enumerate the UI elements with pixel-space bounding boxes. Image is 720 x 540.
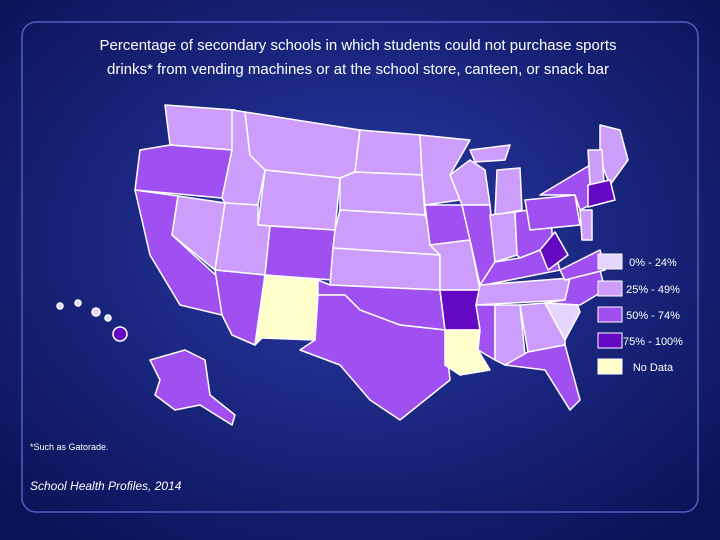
title-line: drinks* from vending machines or at the … xyxy=(107,61,609,78)
state-shape xyxy=(504,344,581,411)
state-shape xyxy=(469,144,511,163)
state-shape xyxy=(214,269,266,346)
us-map xyxy=(56,104,629,426)
legend-label: 25% - 49% xyxy=(626,284,680,296)
state-shape xyxy=(587,149,605,186)
state-shape xyxy=(539,231,569,271)
state-shape xyxy=(524,194,581,231)
legend-swatch xyxy=(597,306,623,323)
state-shape xyxy=(489,211,518,263)
state-shape xyxy=(299,294,451,421)
legend-label: 75% - 100% xyxy=(623,336,683,348)
state-shape xyxy=(164,104,236,151)
legend: 0% - 24% 25% - 49% 50% - 74% 75% - 100% No D… xyxy=(597,253,683,375)
state-shape xyxy=(74,299,82,307)
state-shape xyxy=(519,302,566,353)
legend-swatch xyxy=(597,253,623,270)
state-shape xyxy=(354,129,423,176)
state-shape xyxy=(494,167,523,216)
state-shape xyxy=(56,302,64,310)
state-shape xyxy=(332,209,441,256)
title-line: Percentage of secondary schools in which… xyxy=(100,37,617,54)
legend-label: 0% - 24% xyxy=(629,257,677,269)
state-shape xyxy=(264,225,336,281)
state-shape xyxy=(475,304,496,361)
state-shape xyxy=(149,349,236,426)
state-shape xyxy=(134,144,233,199)
legend-swatch xyxy=(597,332,623,349)
state-shape xyxy=(91,307,101,317)
state-shape xyxy=(579,209,593,241)
state-shape xyxy=(587,179,616,208)
footnote: *Such as Gatorade. xyxy=(30,442,109,452)
legend-swatch xyxy=(597,358,623,375)
panel-border xyxy=(21,21,699,513)
state-shape xyxy=(104,314,112,322)
state-shape xyxy=(112,326,128,342)
state-shape xyxy=(339,171,426,216)
legend-label: 50% - 74% xyxy=(626,310,680,322)
source: School Health Profiles, 2014 xyxy=(30,479,182,493)
state-shape xyxy=(257,169,341,231)
legend-label: No Data xyxy=(633,362,674,374)
state-shape xyxy=(329,247,441,291)
state-shape xyxy=(559,249,606,281)
state-shape xyxy=(254,274,319,346)
state-shape xyxy=(544,269,606,306)
legend-swatch xyxy=(597,280,623,297)
